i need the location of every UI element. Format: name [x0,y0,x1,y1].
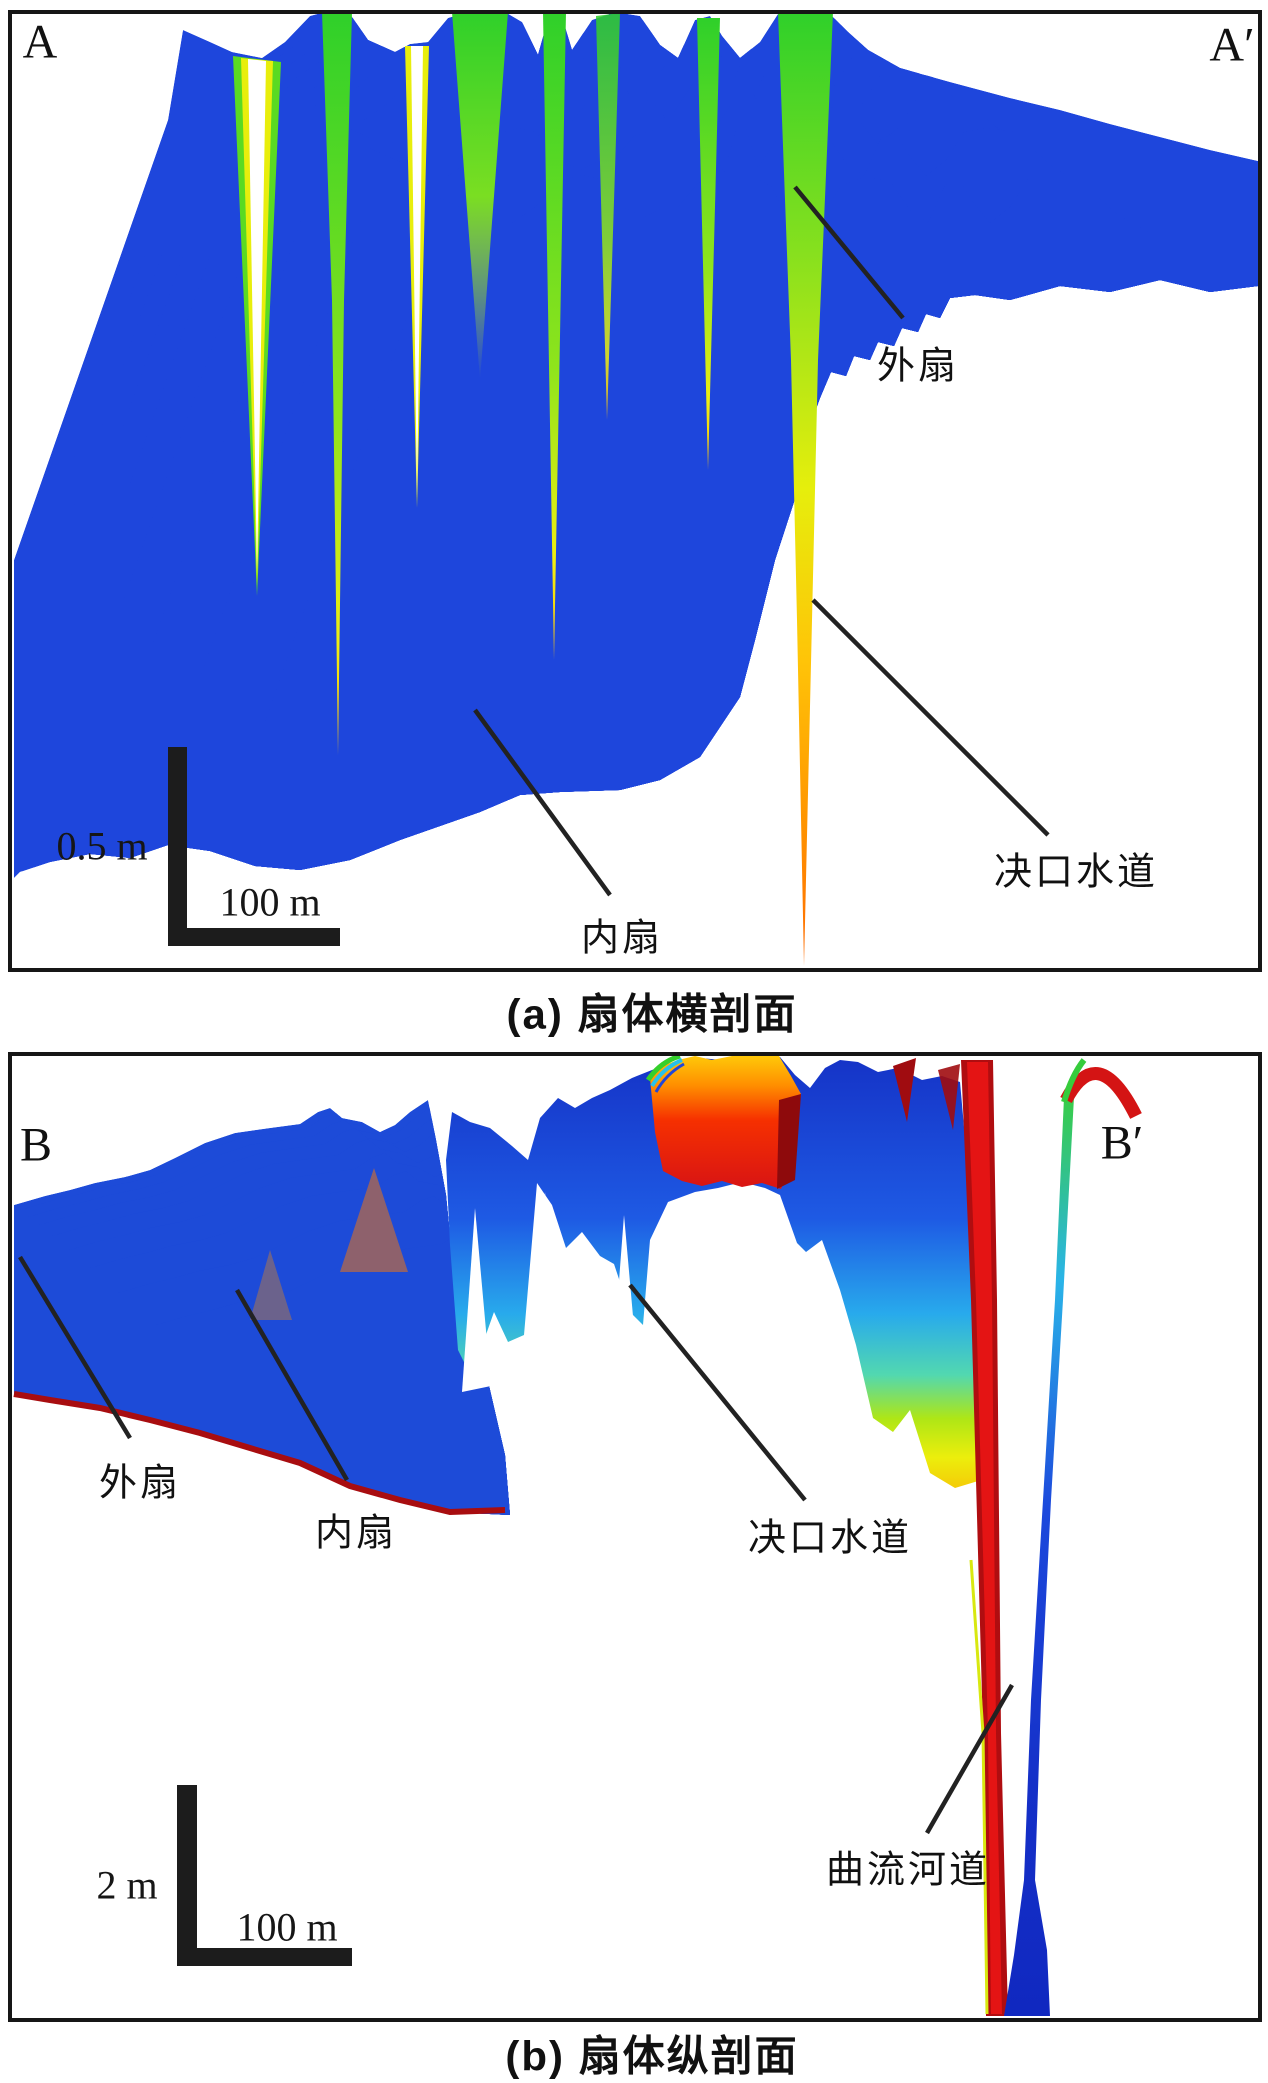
fan-body-contour-layers [14,14,1258,878]
scale-label-horizontal-a: 100 m [219,879,321,925]
channel-spike [322,14,352,755]
ridge-flank-blue [654,1062,685,1093]
dark-red-sliver [938,1064,960,1130]
channel-wide [452,14,508,380]
outer-fan-pointer-line [18,1255,132,1440]
fan-longitudinal-section-plot [13,1056,1142,2016]
scale-bar-vertical [177,1785,197,1966]
crevasse-channel-spike [778,14,833,966]
notch-gap [248,59,266,574]
label-crevasse-channel-a: 决口水道 [993,851,1159,894]
section-marker-a-prime: A′ [1209,18,1255,72]
scale-label-horizontal-b: 100 m [236,1904,338,1950]
crevasse-channel-pointer-line [628,1283,807,1502]
inner-fan-pointer-line [235,1288,349,1482]
arch-cap-red [1060,1067,1142,1119]
scale-bar-horizontal [168,928,340,946]
arch-cap-green-rim [1061,1058,1087,1103]
white-v-notch [610,1215,640,1400]
outer-fan-pointer-line [793,185,905,320]
label-crevasse-channel-b: 决口水道 [747,1517,913,1560]
notch-gap [411,46,423,498]
ridge-flank-cyan [650,1058,683,1088]
label-meandering-channel-b: 曲流河道 [825,1849,991,1892]
scale-label-vertical-b: 2 m [96,1862,158,1908]
ridge-maroon-edge [777,1094,801,1189]
label-outer-fan-b: 外扇 [98,1462,182,1505]
channel-spike [697,18,720,470]
label-inner-fan-b: 内扇 [314,1512,398,1555]
channel-spike [543,14,566,660]
white-v-notch [534,1192,558,1352]
incised-blue-mass [446,1056,988,1488]
channel-spike [596,14,620,420]
meandering-channel-pointer-line [925,1683,1014,1835]
dark-red-sliver [893,1058,916,1122]
panel-b-longitudinal-section [8,1052,1262,2022]
section-marker-b: B [19,1118,53,1172]
fan-transverse-section-plot [14,14,1258,966]
scale-bar-horizontal [177,1948,352,1966]
caption-panel-b: (b) 扇体纵剖面 [505,2032,799,2080]
section-marker-b-prime: B′ [1100,1116,1144,1170]
fan-body-longitudinal-layers [14,1100,510,1515]
crevasse-channel-pointer-line [811,598,1050,837]
incision-right-wall [1004,1097,1074,2016]
label-inner-fan-a: 内扇 [580,917,664,960]
inner-fan-pointer-line [473,708,612,897]
internal-lobe-shading [250,1250,292,1320]
caption-panel-a: (a) 扇体横剖面 [506,990,798,1038]
red-ridge-block [650,1056,801,1189]
ridge-flank-green [645,1056,681,1082]
fanb-dark-bottom-rim [13,1391,506,1516]
scale-bar-vertical [168,747,187,946]
section-marker-a: A [22,15,58,69]
white-v-notch [462,1208,491,1392]
scale-label-vertical-a: 0.5 m [56,823,148,869]
label-outer-fan-a: 外扇 [876,345,960,388]
meandering-channel-plunge-core [967,1062,1002,2014]
internal-lobe-shading [340,1168,408,1272]
panel-a-transverse-section [8,10,1262,972]
